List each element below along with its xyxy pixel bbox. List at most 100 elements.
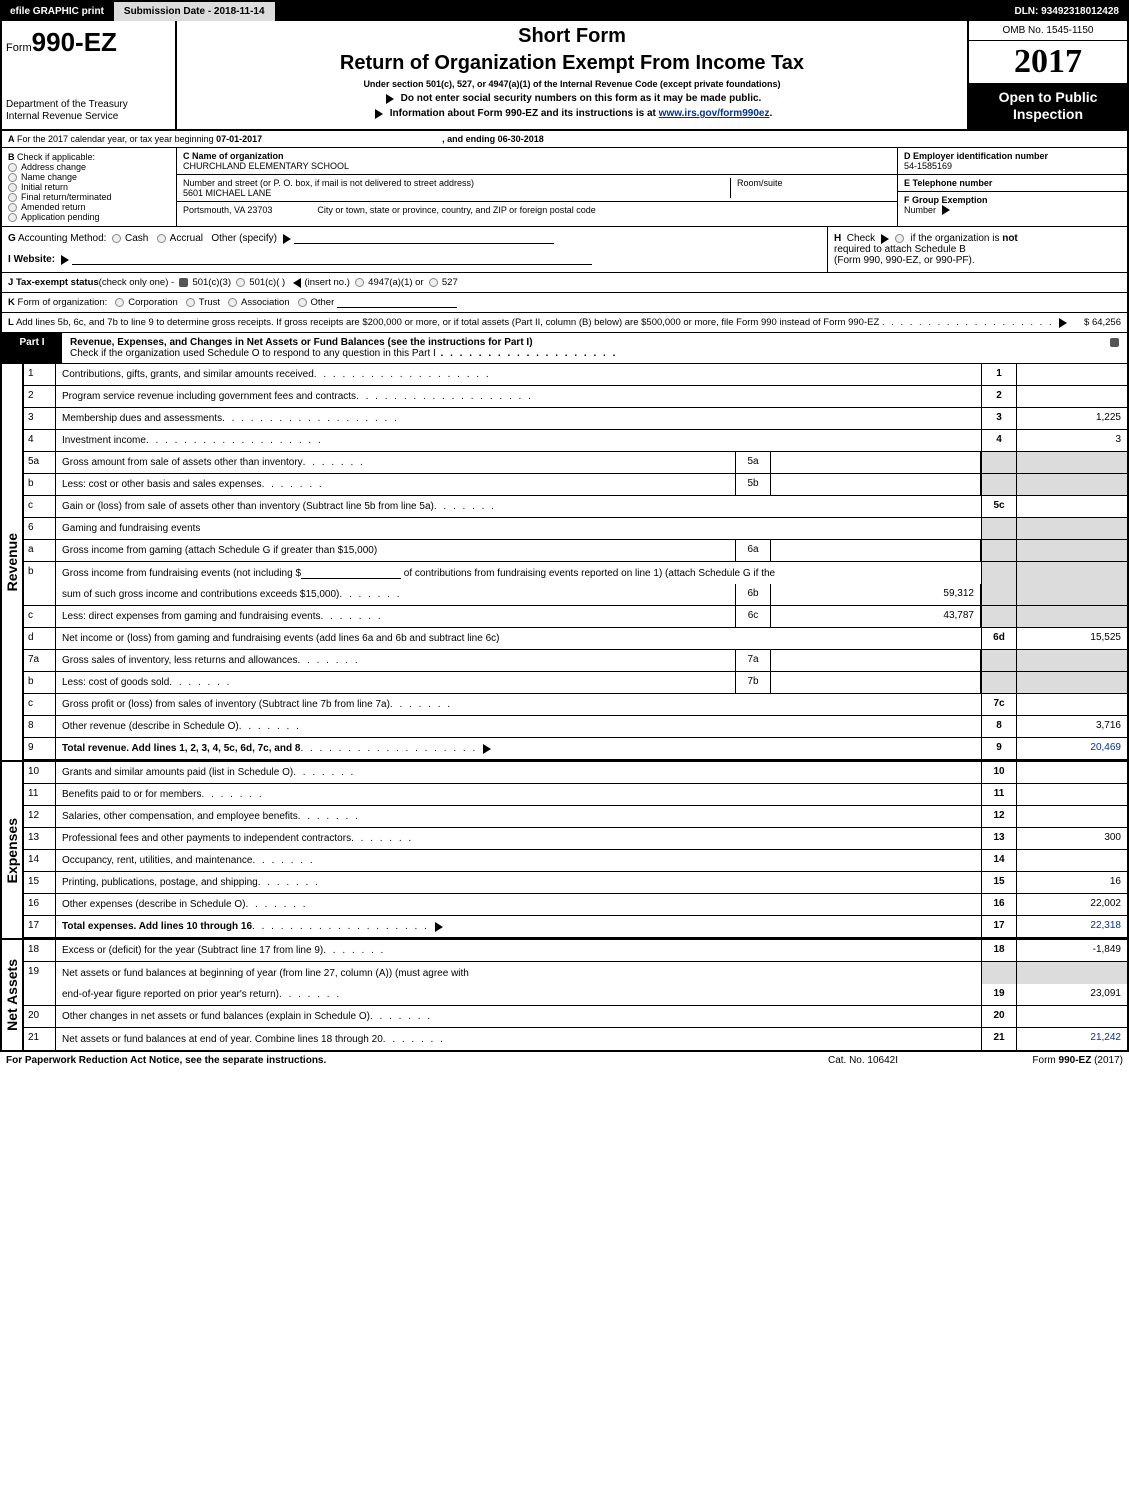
dots [320, 611, 382, 622]
l16-desc: Other expenses (describe in Schedule O) [62, 899, 245, 910]
instructions-link[interactable]: www.irs.gov/form990ez [659, 108, 770, 119]
K-other-input[interactable] [337, 297, 457, 308]
subtitle-2b-pre: Information about Form 990-EZ and its in… [390, 108, 659, 119]
l14-val [1017, 850, 1127, 871]
l4-desc: Investment income [62, 435, 146, 446]
dots [434, 501, 496, 512]
B-opt-0: Address change [21, 162, 86, 172]
line-6a: a Gross income from gaming (attach Sched… [24, 540, 1127, 562]
K-opt-2: Association [241, 297, 290, 308]
G-opt-cash: Cash [125, 233, 148, 244]
side-label-expenses: Expenses [2, 762, 24, 938]
form-number: Form990-EZ [6, 27, 171, 58]
check-application-pending[interactable] [8, 213, 17, 222]
check-other-org[interactable] [298, 298, 307, 307]
check-527[interactable] [429, 278, 438, 287]
side-label-net: Net Assets [2, 940, 24, 1050]
C-city-label: City or town, state or province, country… [317, 205, 595, 215]
line-1: 1 Contributions, gifts, grants, and simi… [24, 364, 1127, 386]
dots [245, 899, 307, 910]
J-opt-2: (insert no.) [304, 277, 349, 288]
row-L: L Add lines 5b, 6c, and 7b to line 9 to … [2, 313, 1127, 333]
L-amount: $ 64,256 [1084, 317, 1121, 328]
header-left: Form990-EZ Department of the Treasury In… [2, 21, 177, 129]
check-501c[interactable] [236, 278, 245, 287]
line-10: 10Grants and similar amounts paid (list … [24, 762, 1127, 784]
check-part1-schedule-o[interactable] [1110, 338, 1119, 347]
check-trust[interactable] [186, 298, 195, 307]
line-8: 8 Other revenue (describe in Schedule O)… [24, 716, 1127, 738]
G-other-input[interactable] [294, 233, 554, 244]
E-tel-label: E Telephone number [904, 178, 992, 188]
footer-right: Form 990-EZ (2017) [963, 1055, 1123, 1066]
footer-right-year: (2017) [1091, 1055, 1123, 1066]
H-text4: (Form 990, 990-EZ, or 990-PF). [834, 255, 975, 266]
short-form-title: Short Form [518, 25, 626, 48]
triangle-icon [283, 234, 291, 244]
check-accrual[interactable] [157, 234, 166, 243]
revenue-section: Revenue 1 Contributions, gifts, grants, … [2, 364, 1127, 760]
line-2: 2 Program service revenue including gove… [24, 386, 1127, 408]
header-middle: Short Form Return of Organization Exempt… [177, 21, 967, 129]
check-association[interactable] [228, 298, 237, 307]
part1-header: Part I Revenue, Expenses, and Changes in… [2, 333, 1127, 364]
side-revenue-text: Revenue [4, 533, 20, 591]
l5b-desc: Less: cost or other basis and sales expe… [62, 479, 262, 490]
dots [252, 921, 429, 932]
l11-val [1017, 784, 1127, 805]
K-opt-1: Trust [199, 297, 220, 308]
l20-desc: Other changes in net assets or fund bala… [62, 1011, 370, 1022]
efile-print-button[interactable]: efile GRAPHIC print [2, 2, 114, 21]
dots [882, 317, 1054, 328]
F-group-label2: Number [904, 205, 936, 215]
dots [303, 457, 365, 468]
line-17: 17Total expenses. Add lines 10 through 1… [24, 916, 1127, 938]
l6a-desc: Gross income from gaming (attach Schedul… [62, 545, 377, 556]
l3-val: 1,225 [1017, 408, 1127, 429]
A-end-date: 06-30-2018 [498, 134, 544, 144]
submission-date-button[interactable]: Submission Date - 2018-11-14 [114, 2, 277, 21]
check-501c3[interactable] [179, 278, 188, 287]
check-name-change[interactable] [8, 173, 17, 182]
l20-val [1017, 1006, 1127, 1027]
line-14: 14Occupancy, rent, utilities, and mainte… [24, 850, 1127, 872]
check-address-change[interactable] [8, 163, 17, 172]
check-4947[interactable] [355, 278, 364, 287]
dots [258, 877, 320, 888]
l15-val: 16 [1017, 872, 1127, 893]
l6b-val: 59,312 [771, 584, 981, 605]
l6b-post: of contributions from fundraising events… [404, 568, 775, 579]
check-cash[interactable] [112, 234, 121, 243]
l10-desc: Grants and similar amounts paid (list in… [62, 767, 293, 778]
check-final-return[interactable] [8, 193, 17, 202]
l6b-amount-input[interactable] [301, 568, 401, 579]
check-initial-return[interactable] [8, 183, 17, 192]
check-H[interactable] [895, 234, 904, 243]
B-heading: Check if applicable: [17, 152, 95, 162]
l5b-val [771, 474, 981, 495]
l18-val: -1,849 [1017, 940, 1127, 961]
triangle-icon [375, 109, 383, 119]
footer-left: For Paperwork Reduction Act Notice, see … [6, 1055, 763, 1066]
C-street-label: Number and street (or P. O. box, if mail… [183, 178, 724, 188]
website-input[interactable] [72, 254, 592, 265]
check-corporation[interactable] [115, 298, 124, 307]
dots [356, 391, 533, 402]
l6c-desc: Less: direct expenses from gaming and fu… [62, 611, 320, 622]
triangle-icon [483, 744, 491, 754]
tax-year: 2017 [969, 41, 1127, 83]
A-mid: , and ending [442, 134, 498, 144]
l6a-val [771, 540, 981, 561]
dots [383, 1034, 445, 1045]
l13-val: 300 [1017, 828, 1127, 849]
line-15: 15Printing, publications, postage, and s… [24, 872, 1127, 894]
line-19b: end-of-year figure reported on prior yea… [24, 984, 1127, 1006]
dots [436, 348, 618, 359]
G-label: Accounting Method: [18, 233, 106, 244]
line-3: 3 Membership dues and assessments 31,225 [24, 408, 1127, 430]
check-amended-return[interactable] [8, 203, 17, 212]
row-A: A For the 2017 calendar year, or tax yea… [2, 131, 1127, 148]
form-prefix: Form [6, 42, 32, 54]
l6b-sum: sum of such gross income and contributio… [62, 589, 339, 600]
l5a-desc: Gross amount from sale of assets other t… [62, 457, 303, 468]
